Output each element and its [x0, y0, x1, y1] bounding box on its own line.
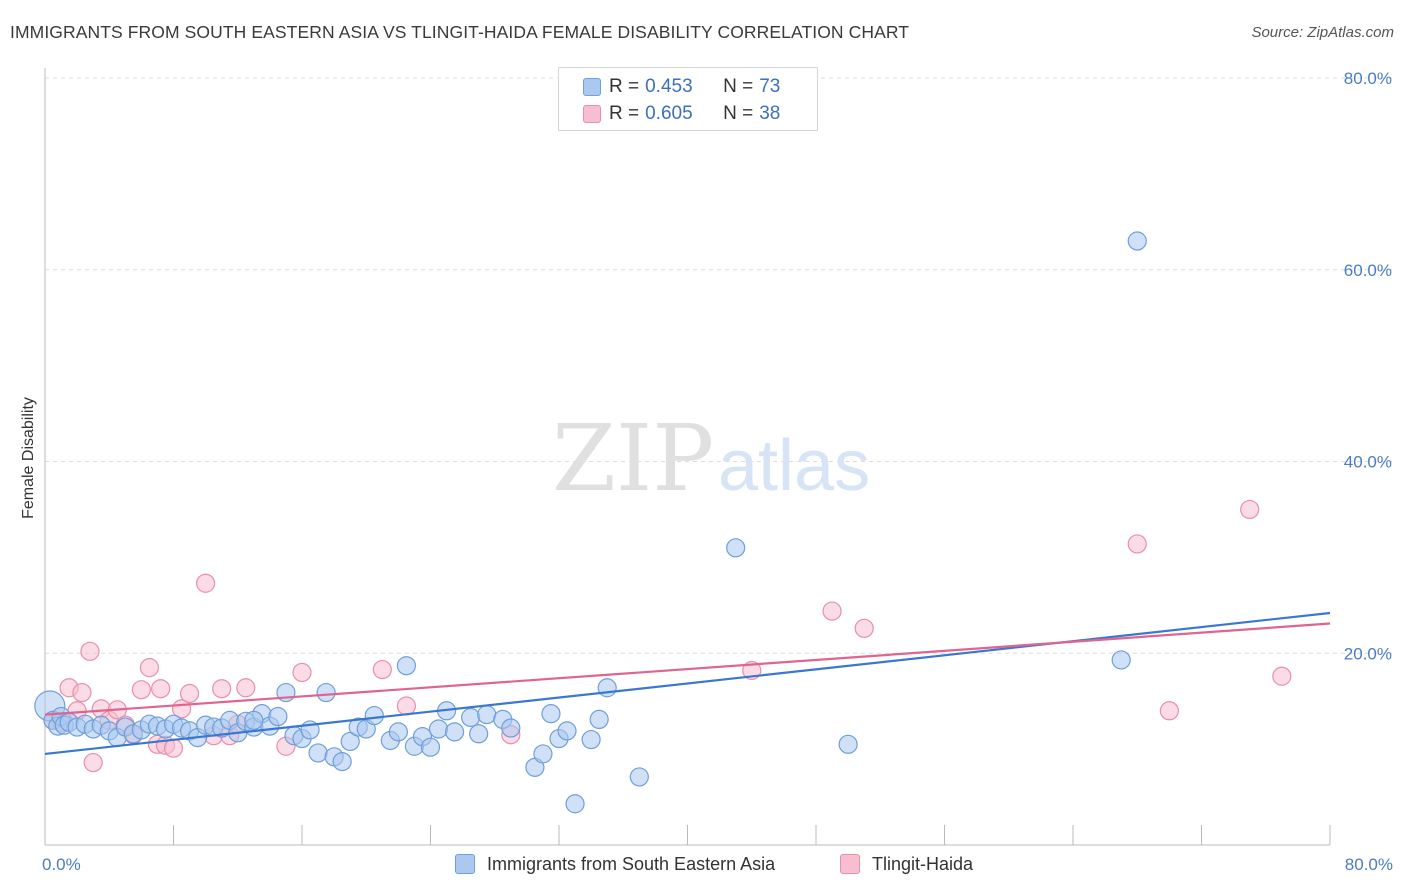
data-point — [541, 704, 561, 724]
watermark: ZIP atlas — [552, 405, 870, 512]
data-point — [244, 710, 264, 730]
data-point — [581, 729, 601, 750]
data-point — [1111, 650, 1131, 670]
legend-n-label: N = — [723, 76, 754, 97]
legend-swatch-blue — [583, 78, 601, 96]
data-point — [444, 722, 465, 742]
data-point — [268, 706, 288, 727]
bottom-legend-label-tlingit: Tlingit-Haida — [872, 853, 974, 874]
legend-n-label: N = — [723, 103, 754, 124]
data-point — [597, 678, 617, 698]
bottom-legend-tlingit: Tlingit-Haida — [840, 852, 973, 876]
data-point — [1127, 534, 1147, 554]
data-point — [332, 751, 352, 772]
data-point — [726, 538, 746, 558]
data-point — [822, 601, 842, 621]
y-tick-label: 80.0% — [1344, 69, 1392, 88]
data-point — [396, 656, 417, 676]
legend-n-value: 73 — [759, 76, 781, 97]
data-point — [139, 658, 160, 678]
data-point — [388, 722, 408, 742]
data-point — [1127, 231, 1147, 251]
bottom-legend-swatch-blue — [455, 854, 475, 874]
data-point — [854, 618, 874, 638]
bottom-legend-label-immigrants: Immigrants from South Eastern Asia — [487, 853, 776, 874]
legend-r-label: R = — [609, 103, 640, 124]
legend-r-value: 0.453 — [645, 76, 693, 97]
legend-n-value: 38 — [759, 103, 781, 124]
data-point — [501, 718, 521, 738]
bottom-legend-swatch-pink — [840, 854, 860, 874]
legend-row-immigrants: R = 0.453 N = 73 — [583, 74, 781, 100]
series-immigrants-points — [34, 231, 1147, 814]
data-point — [72, 682, 92, 703]
data-point — [477, 705, 497, 725]
data-point — [83, 752, 103, 773]
data-point — [179, 683, 200, 704]
data-point — [131, 680, 151, 700]
data-point — [163, 738, 184, 758]
data-point — [308, 743, 328, 763]
data-point — [838, 734, 858, 754]
correlation-legend: R = 0.453 N = 73 R = 0.605 N = 38 — [558, 67, 818, 131]
data-point — [1272, 666, 1292, 686]
legend-r-value: 0.605 — [645, 103, 693, 124]
data-point — [80, 641, 100, 661]
tick-labels: 20.0% 40.0% 60.0% 80.0% 0.0% 80.0% — [42, 69, 1393, 874]
data-point — [428, 719, 449, 739]
data-point — [589, 709, 609, 730]
source-credit: Source: ZipAtlas.com — [1251, 24, 1394, 41]
data-point — [236, 678, 256, 698]
data-point — [461, 707, 481, 728]
data-point — [212, 679, 232, 699]
data-point — [316, 682, 336, 703]
watermark-atlas: atlas — [718, 426, 870, 506]
y-tick-label: 60.0% — [1344, 261, 1392, 280]
legend-r-label: R = — [609, 76, 640, 97]
data-point — [557, 721, 577, 741]
data-point — [1240, 499, 1260, 520]
data-point — [196, 573, 216, 593]
data-point — [364, 705, 384, 726]
legend-row-tlingit: R = 0.605 N = 38 — [583, 101, 781, 127]
chart-title: IMMIGRANTS FROM SOUTH EASTERN ASIA VS TL… — [10, 22, 910, 42]
data-point — [396, 696, 417, 716]
data-point — [1159, 701, 1179, 721]
watermark-zip: ZIP — [552, 405, 714, 512]
y-tick-label: 40.0% — [1344, 453, 1392, 472]
y-tick-label: 20.0% — [1344, 644, 1392, 663]
data-point — [420, 737, 441, 757]
x-tick-label-min: 0.0% — [42, 855, 81, 874]
y-axis-label: Female Disability — [20, 397, 37, 519]
trend-line-immigrants — [44, 611, 1331, 756]
data-point — [372, 659, 392, 680]
data-point — [340, 731, 360, 752]
trend-lines — [44, 611, 1331, 756]
grid-layer — [45, 77, 1392, 654]
trend-line-tlingit-haida — [44, 622, 1331, 716]
data-point — [629, 767, 649, 787]
x-tick-label-max: 80.0% — [1345, 855, 1393, 874]
data-point — [469, 724, 489, 744]
legend-swatch-pink — [583, 105, 601, 123]
bottom-legend-immigrants: Immigrants from South Eastern Asia — [455, 852, 775, 876]
data-point — [533, 744, 553, 764]
data-point — [565, 794, 585, 814]
data-point — [151, 679, 171, 699]
data-point — [292, 662, 312, 683]
